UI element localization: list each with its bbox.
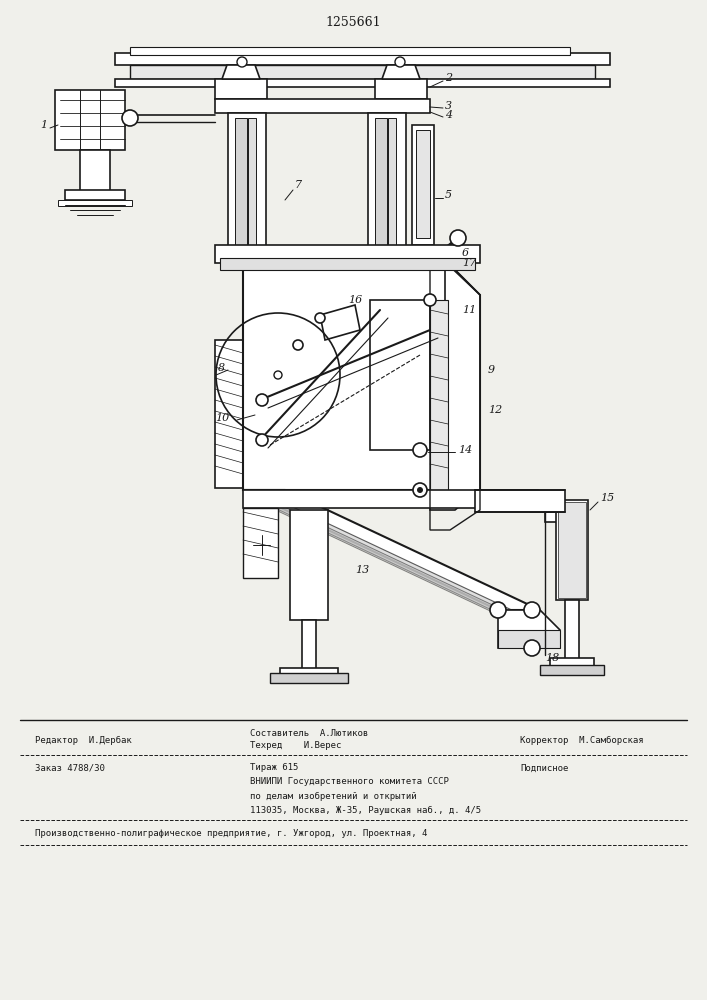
- Text: 8: 8: [218, 363, 225, 373]
- Polygon shape: [222, 65, 260, 79]
- Bar: [290, 510, 328, 620]
- Circle shape: [293, 340, 303, 350]
- Bar: [115, 79, 610, 87]
- Text: 7: 7: [295, 180, 302, 190]
- Text: Техред    И.Верес: Техред И.Верес: [250, 742, 341, 750]
- Polygon shape: [382, 65, 420, 79]
- Text: 12: 12: [488, 405, 502, 415]
- Bar: [115, 53, 610, 65]
- Bar: [412, 125, 434, 245]
- Text: 13: 13: [355, 565, 369, 575]
- Text: 9: 9: [488, 365, 495, 375]
- Text: 18: 18: [545, 653, 559, 663]
- Text: 3: 3: [445, 101, 452, 111]
- Polygon shape: [498, 610, 560, 648]
- Bar: [545, 510, 583, 522]
- Bar: [65, 190, 125, 200]
- Polygon shape: [265, 505, 535, 625]
- Bar: [55, 90, 125, 150]
- Bar: [228, 113, 266, 261]
- Circle shape: [450, 230, 466, 246]
- Bar: [375, 118, 387, 256]
- Bar: [130, 47, 570, 55]
- Bar: [498, 630, 560, 648]
- Text: 14: 14: [458, 445, 472, 455]
- Bar: [220, 258, 475, 270]
- Bar: [558, 502, 586, 598]
- Bar: [280, 668, 338, 676]
- Text: Тираж 615: Тираж 615: [250, 764, 298, 772]
- Circle shape: [256, 434, 268, 446]
- Text: 4: 4: [445, 110, 452, 120]
- Bar: [215, 79, 267, 99]
- Polygon shape: [243, 260, 480, 490]
- Bar: [368, 113, 406, 261]
- Bar: [302, 620, 316, 670]
- Bar: [416, 130, 430, 238]
- Text: 16: 16: [348, 295, 362, 305]
- Text: 2: 2: [445, 73, 452, 83]
- Bar: [130, 65, 595, 79]
- Bar: [248, 118, 256, 256]
- Text: 11: 11: [462, 305, 477, 315]
- Circle shape: [395, 57, 405, 67]
- Bar: [270, 673, 348, 683]
- Bar: [556, 500, 588, 600]
- Bar: [80, 150, 110, 192]
- Bar: [58, 200, 132, 206]
- Text: Подписное: Подписное: [520, 764, 568, 772]
- Bar: [235, 118, 247, 256]
- Bar: [565, 600, 579, 660]
- Text: Составитель  А.Лютиков: Составитель А.Лютиков: [250, 728, 368, 738]
- Text: 6: 6: [462, 248, 469, 258]
- Circle shape: [274, 371, 282, 379]
- Circle shape: [122, 110, 138, 126]
- Polygon shape: [320, 305, 360, 340]
- Text: 10: 10: [215, 413, 229, 423]
- Text: Производственно-полиграфическое предприятие, г. Ужгород, ул. Проектная, 4: Производственно-полиграфическое предприя…: [35, 828, 427, 838]
- Circle shape: [413, 443, 427, 457]
- Bar: [475, 490, 565, 512]
- Text: 5: 5: [445, 190, 452, 200]
- Bar: [215, 340, 243, 488]
- Bar: [215, 245, 480, 263]
- Text: по делам изобретений и открытий: по делам изобретений и открытий: [250, 791, 416, 801]
- Polygon shape: [430, 260, 480, 510]
- Bar: [540, 665, 604, 675]
- Text: 15: 15: [600, 493, 614, 503]
- Circle shape: [417, 487, 423, 493]
- Text: Редактор  И.Дербак: Редактор И.Дербак: [35, 735, 132, 745]
- Circle shape: [237, 57, 247, 67]
- Bar: [550, 658, 594, 666]
- Bar: [430, 300, 448, 490]
- Bar: [388, 118, 396, 256]
- Polygon shape: [243, 490, 540, 610]
- Text: 1: 1: [40, 120, 47, 130]
- Circle shape: [413, 483, 427, 497]
- Bar: [243, 508, 278, 578]
- Text: 113035, Москва, Ж-35, Раушская наб., д. 4/5: 113035, Москва, Ж-35, Раушская наб., д. …: [250, 805, 481, 815]
- Circle shape: [424, 294, 436, 306]
- Circle shape: [490, 602, 506, 618]
- Polygon shape: [258, 500, 533, 620]
- Text: 1255661: 1255661: [325, 15, 381, 28]
- Text: Корректор  М.Самборская: Корректор М.Самборская: [520, 735, 643, 745]
- Text: Заказ 4788/30: Заказ 4788/30: [35, 764, 105, 772]
- Circle shape: [524, 602, 540, 618]
- Circle shape: [256, 394, 268, 406]
- Circle shape: [315, 313, 325, 323]
- Circle shape: [524, 640, 540, 656]
- Text: ВНИИПИ Государственного комитета СССР: ВНИИПИ Государственного комитета СССР: [250, 778, 449, 786]
- Bar: [375, 79, 427, 99]
- Text: 17: 17: [462, 258, 477, 268]
- Bar: [215, 99, 430, 113]
- Bar: [243, 490, 538, 508]
